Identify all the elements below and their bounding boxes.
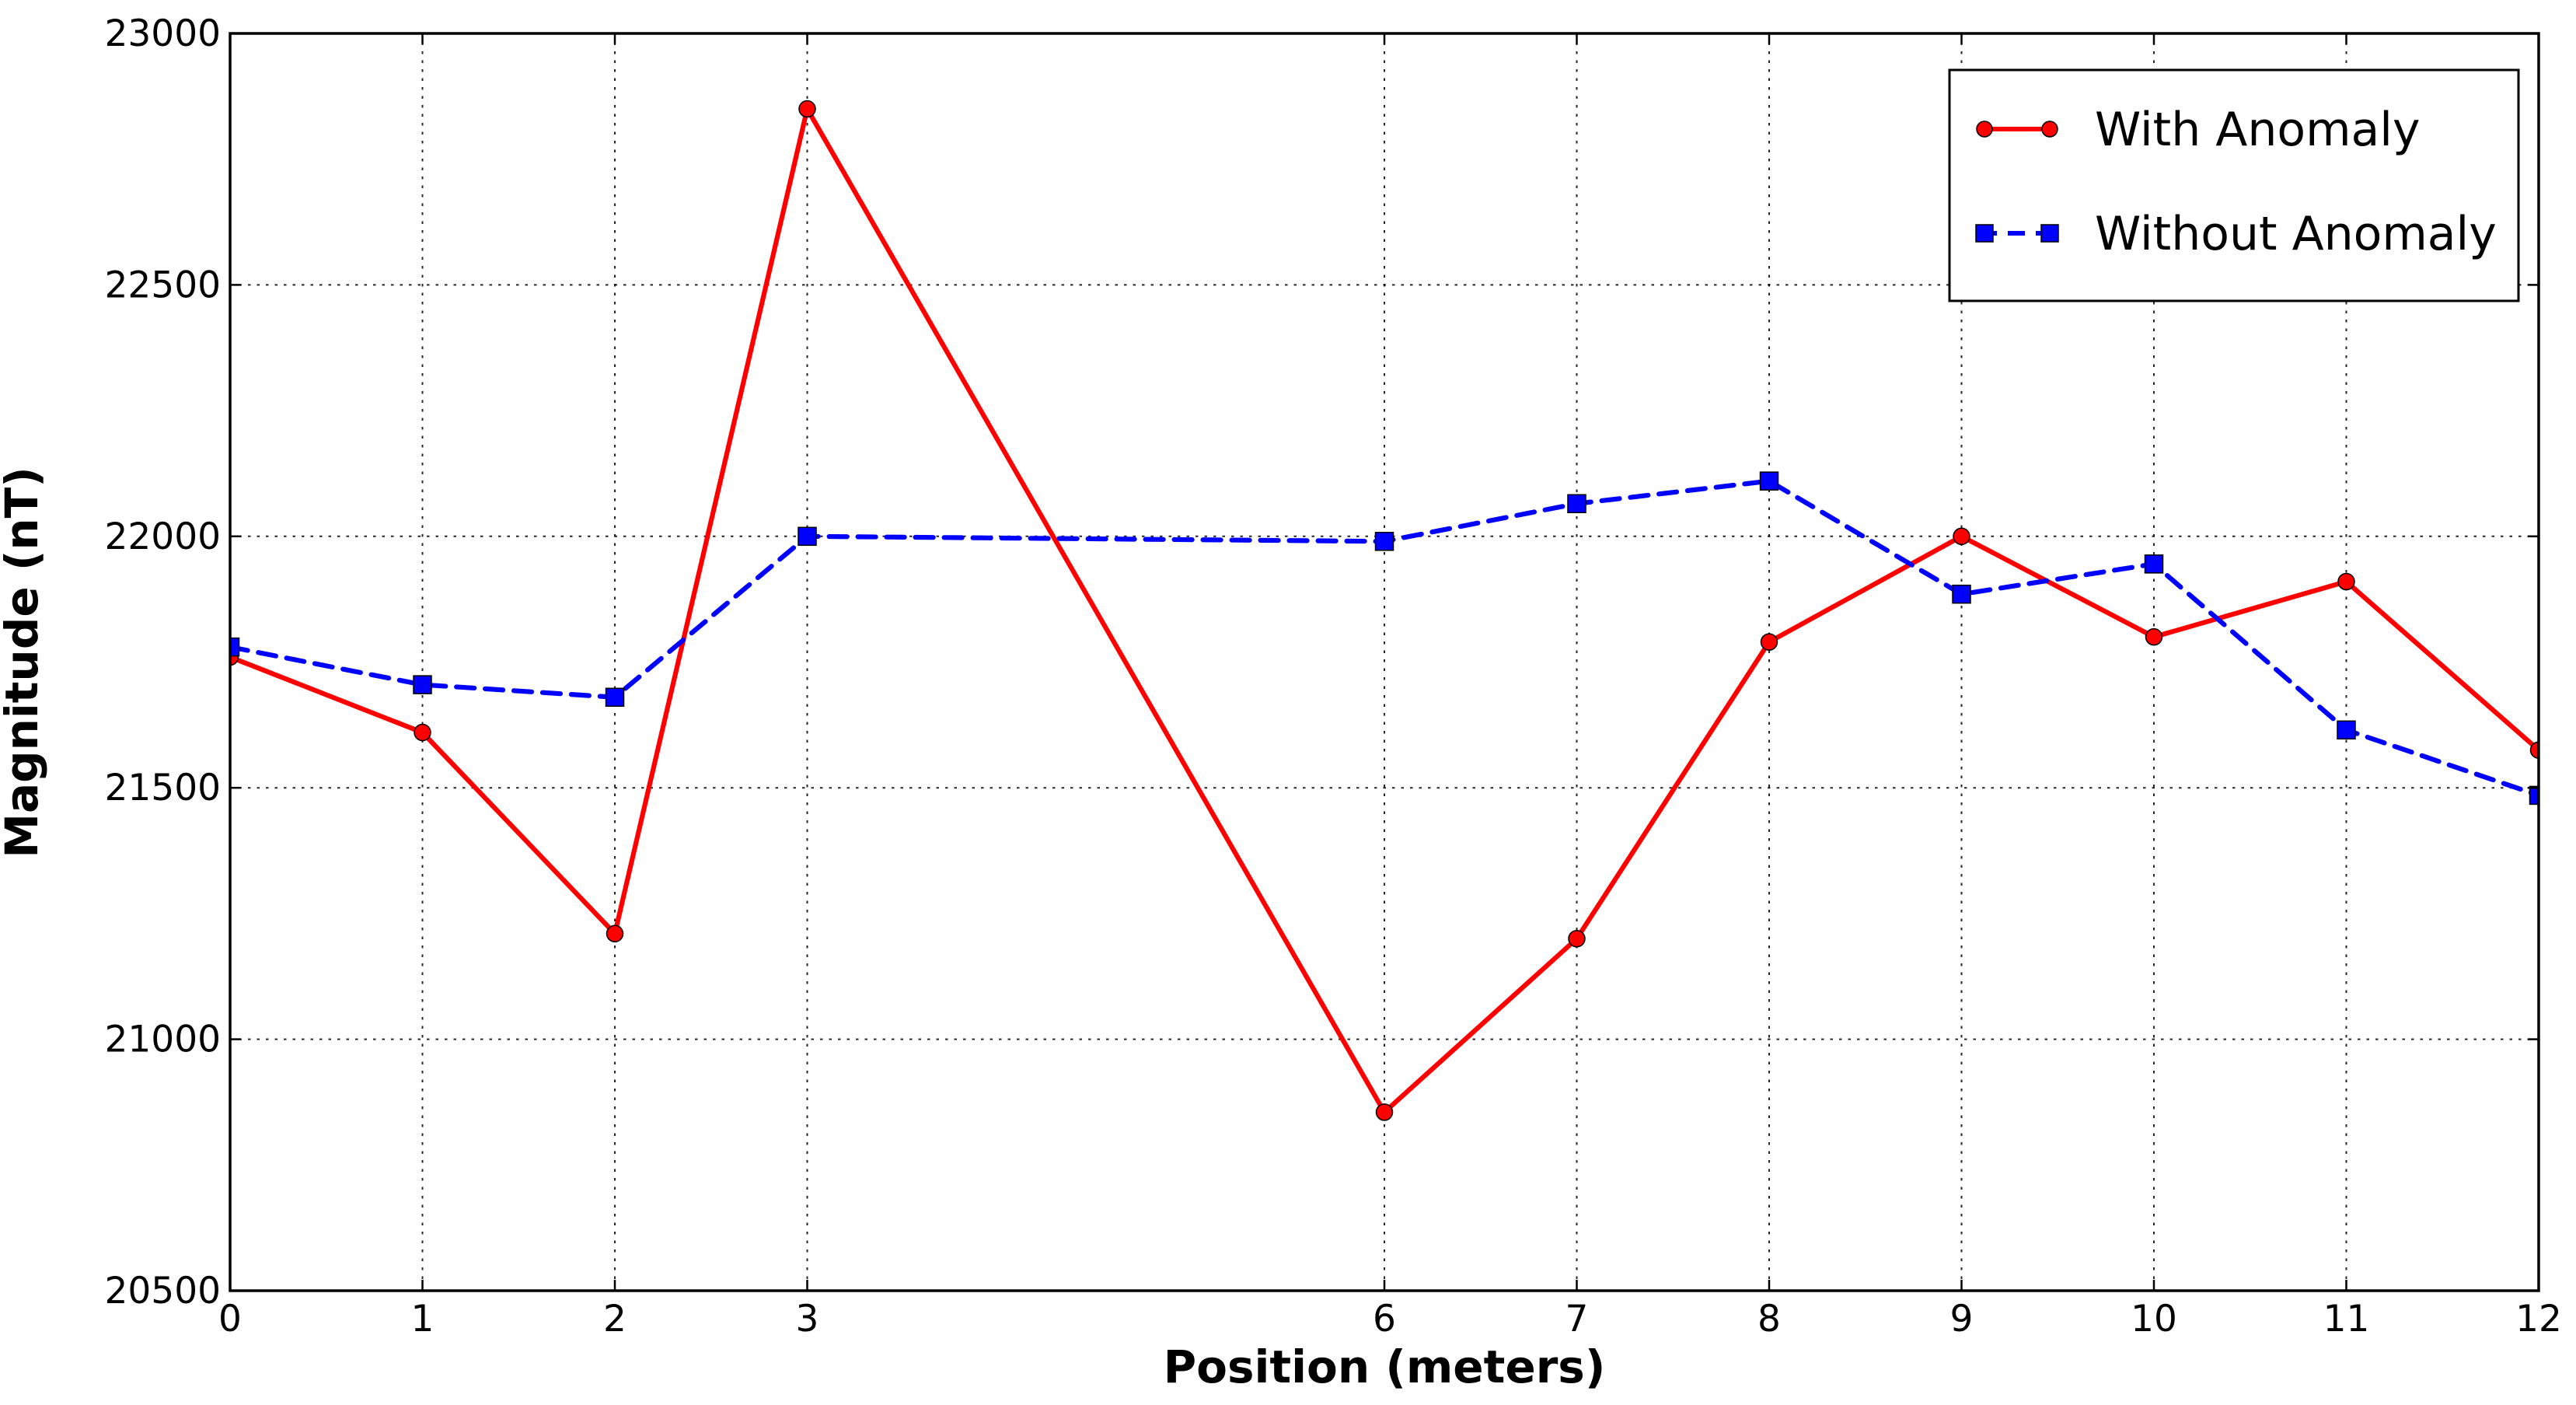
x-tick-label: 9 [1950,1298,1974,1340]
data-point-without-anomaly [1374,532,1394,551]
x-tick-label: 2 [603,1298,627,1340]
series-line-without-anomaly [230,478,2539,799]
legend-label-without-anomaly: Without Anomaly [2095,207,2497,261]
tick-label-layer: 0 1 2 3 6 7 8 9 10 11 1220500210002150022000225002… [104,12,2561,1340]
series-layer [230,100,2539,1121]
y-tick-label: 23000 [104,12,221,55]
data-point-with-anomaly [1375,1103,1394,1121]
legend-marker-square-icon [1975,224,1994,243]
x-axis-title: Position (meters) [1164,1340,1606,1393]
x-tick-label: 11 [2323,1298,2370,1340]
data-point-with-anomaly [1760,633,1778,651]
data-point-with-anomaly [1953,527,1970,546]
x-tick-label: 0 [218,1298,242,1340]
y-tick-label: 22000 [104,516,221,558]
data-point-without-anomaly [1759,471,1779,491]
y-tick-label: 22500 [104,264,221,306]
x-tick-label: 6 [1373,1298,1396,1340]
data-point-without-anomaly [413,675,432,694]
data-point-with-anomaly [414,723,431,742]
data-point-without-anomaly [1567,494,1586,514]
x-tick-label: 3 [796,1298,819,1340]
data-point-with-anomaly [2337,572,2355,591]
legend-label-with-anomaly: With Anomaly [2095,103,2420,157]
data-point-without-anomaly [2144,554,2164,574]
y-tick-label: 20500 [104,1270,221,1312]
legend-marker-square-icon [2040,224,2059,243]
x-tick-label: 10 [2131,1298,2177,1340]
axis-layer [229,32,2540,1292]
data-point-with-anomaly [2145,627,2163,646]
x-tick-label: 1 [411,1298,435,1340]
data-point-with-anomaly [606,924,624,943]
y-tick-label: 21000 [104,1019,221,1061]
data-point-with-anomaly [1568,929,1586,948]
y-tick-label: 21500 [104,767,221,809]
data-point-without-anomaly [2337,720,2356,740]
data-point-with-anomaly [798,100,816,118]
legend-marker-circle-icon [2041,121,2058,138]
data-point-without-anomaly [798,526,817,547]
data-point-with-anomaly [2529,741,2539,759]
y-axis-title: Magnitude (nT) [0,467,48,858]
data-point-without-anomaly [605,687,625,708]
data-point-without-anomaly [230,637,240,657]
x-tick-label: 7 [1565,1298,1589,1340]
legend-box [1948,68,2520,302]
x-tick-label: 8 [1757,1298,1781,1340]
legend-marker-circle-icon [1976,121,1993,138]
data-point-without-anomaly [1952,584,1971,604]
x-tick-label: 12 [2515,1298,2562,1340]
legend: With Anomaly Without Anomaly [1948,68,2520,302]
data-point-without-anomaly [2529,785,2539,806]
